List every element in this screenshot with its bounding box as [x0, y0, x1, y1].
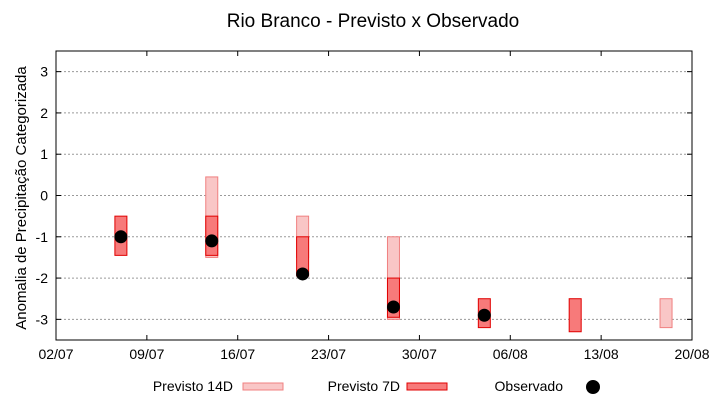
bar-previsto-14d — [659, 298, 673, 329]
legend-swatch-observado — [586, 380, 600, 394]
chart-title: Rio Branco - Previsto x Observado — [227, 11, 520, 32]
legend-swatch-14d — [242, 382, 284, 391]
axis-ticks: 3 2 1 0 -1 -2 -3 02/07 09/07 16/07 23/07 30/07 06/08… — [36, 51, 710, 362]
x-tick-label: 02/07 — [38, 346, 73, 362]
bar-previsto-7d — [568, 298, 582, 333]
point-observado — [205, 234, 219, 248]
series-observado — [114, 230, 491, 322]
y-tick-label: -3 — [36, 311, 49, 327]
series-previsto-7d — [114, 215, 582, 333]
x-tick-label: 20/08 — [674, 346, 709, 362]
grid-lines — [56, 71, 692, 320]
point-observado — [114, 230, 128, 244]
legend-label: Previsto 14D — [153, 378, 233, 394]
legend-swatch-7d — [406, 382, 448, 391]
y-tick-label: -2 — [36, 270, 49, 286]
y-tick-label: 1 — [40, 146, 48, 162]
x-tick-label: 16/07 — [220, 346, 255, 362]
x-tick-label: 09/07 — [129, 346, 164, 362]
point-observado — [296, 267, 310, 281]
legend-label: Observado — [495, 378, 564, 394]
x-tick-label: 13/08 — [584, 346, 619, 362]
x-tick-label: 06/08 — [493, 346, 528, 362]
y-tick-label: 3 — [40, 64, 48, 80]
y-tick-label: -1 — [36, 229, 49, 245]
series-previsto-14d — [205, 176, 673, 329]
legend: Previsto 14D Previsto 7D Observado — [153, 378, 600, 394]
y-tick-label: 2 — [40, 105, 48, 121]
y-axis-label: Anomalia de Precipitação Categorizada — [13, 66, 30, 330]
point-observado — [386, 300, 400, 314]
legend-label: Previsto 7D — [328, 378, 400, 394]
y-tick-label: 0 — [40, 188, 48, 204]
x-tick-label: 30/07 — [402, 346, 437, 362]
point-observado — [477, 308, 491, 322]
x-tick-label: 23/07 — [311, 346, 346, 362]
